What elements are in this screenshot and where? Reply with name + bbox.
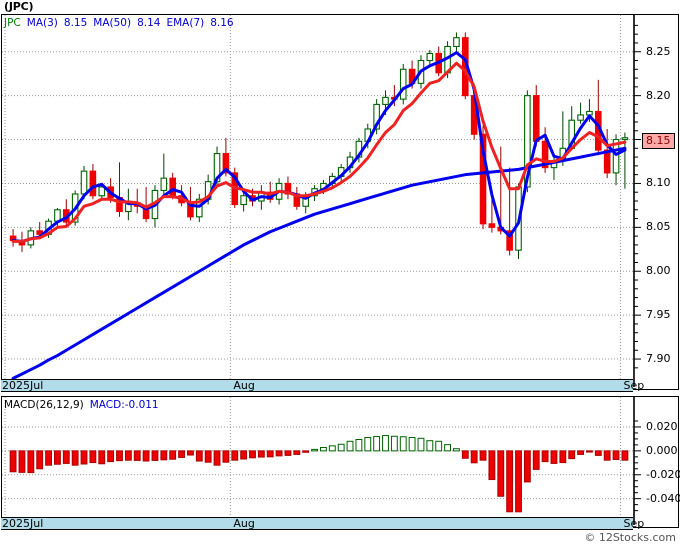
price-chart-canvas <box>2 15 641 387</box>
macd-axis-tick: 0.020 <box>646 419 678 433</box>
macd-date-tick: Aug <box>233 517 255 530</box>
legend-ma50-value: 8.14 <box>137 17 161 29</box>
chart-title: (JPC) <box>4 0 34 13</box>
legend-ema7-label: EMA(7) <box>166 17 205 29</box>
macd-value-label: MACD:-0.011 <box>89 399 159 411</box>
price-axis-tick: 8.25 <box>646 44 671 58</box>
macd-axis-tick: 0.000 <box>646 443 678 457</box>
legend-ma3-label: MA(3) <box>26 17 58 29</box>
macd-date-tick: Sep <box>623 517 645 530</box>
legend-symbol: JPC <box>4 17 21 29</box>
price-legend: JPC MA(3) 8.15 MA(50) 8.14 EMA(7) 8.16 <box>4 17 234 29</box>
price-date-tick: 2025Jul <box>2 379 44 392</box>
price-axis-tick: 8.05 <box>646 220 671 234</box>
macd-chart-canvas <box>2 397 641 525</box>
last-price-tag: 8.15 <box>642 132 675 149</box>
legend-ma50-label: MA(50) <box>93 17 132 29</box>
price-axis-tick: 7.95 <box>646 308 671 322</box>
macd-date-axis <box>1 517 633 530</box>
price-axis-tick: 7.90 <box>646 352 671 366</box>
price-date-tick: Aug <box>233 379 255 392</box>
footer-watermark: © 12Stocks.com <box>584 531 676 544</box>
macd-axis-tick: -0.040 <box>646 491 680 505</box>
legend-ema7-value: 8.16 <box>210 17 234 29</box>
price-axis-tick: 8.20 <box>646 88 671 102</box>
macd-axis-tick: -0.020 <box>646 467 680 481</box>
macd-chart-panel <box>1 396 679 528</box>
price-date-tick: Sep <box>623 379 645 392</box>
macd-date-tick: 2025Jul <box>2 517 44 530</box>
legend-ma3-value: 8.15 <box>63 17 88 29</box>
macd-legend: MACD(26,12,9) MACD:-0.011 <box>4 399 159 411</box>
price-axis-tick: 8.10 <box>646 176 671 190</box>
price-date-axis <box>1 379 633 392</box>
price-axis-tick: 8.00 <box>646 264 671 278</box>
macd-params-label: MACD(26,12,9) <box>4 399 84 411</box>
price-chart-panel <box>1 14 679 390</box>
